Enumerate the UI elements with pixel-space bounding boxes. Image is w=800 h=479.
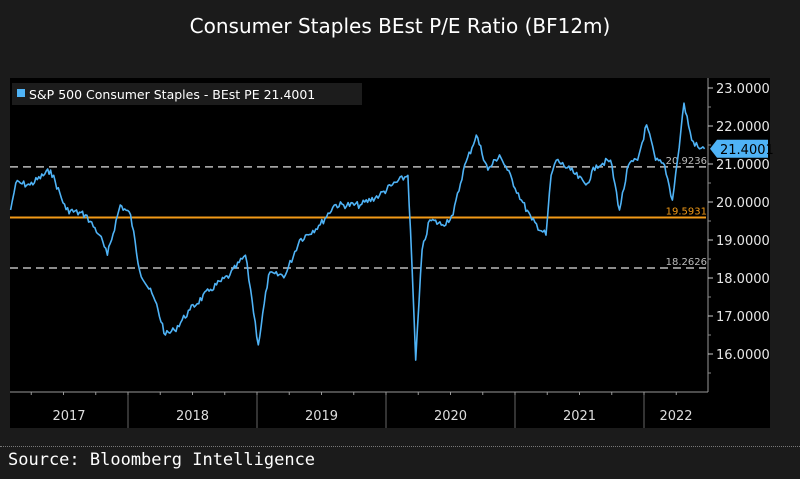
last-value-tag [710, 139, 768, 158]
reference-line-label: 20.9236 [666, 156, 707, 167]
y-tick-label: 17.0000 [716, 310, 770, 325]
y-tick-label: 18.0000 [716, 272, 770, 287]
chart-title: Consumer Staples BEst P/E Ratio (BF12m) [189, 14, 611, 38]
series-line [9, 102, 706, 361]
x-tick-label: 2022 [659, 409, 692, 424]
y-tick-label: 23.0000 [716, 82, 770, 97]
source-note: Source: Bloomberg Intelligence [8, 450, 316, 470]
y-tick-label: 16.0000 [716, 348, 770, 363]
y-axis-panel [708, 78, 770, 392]
x-tick-label: 2019 [305, 409, 338, 424]
y-tick-label: 22.0000 [716, 120, 770, 135]
plot-background [10, 78, 708, 392]
x-tick-label: 2017 [52, 409, 85, 424]
y-tick-label: 19.0000 [716, 234, 770, 249]
separator [0, 446, 800, 447]
reference-line-label: 18.2626 [666, 257, 707, 268]
x-tick-label: 2020 [434, 409, 467, 424]
x-tick-label: 2021 [563, 409, 596, 424]
legend: S&P 500 Consumer Staples - BEst PE 21.40… [12, 83, 362, 105]
x-tick-label: 2018 [176, 409, 209, 424]
legend-box [12, 83, 362, 105]
y-tick-label: 20.0000 [716, 196, 770, 211]
reference-line-label: 19.5931 [666, 206, 707, 217]
legend-label: S&P 500 Consumer Staples - BEst PE 21.40… [29, 87, 315, 102]
x-axis-panel [10, 392, 770, 428]
legend-swatch [17, 89, 25, 97]
chart-area: 23.0000 22.0000 21.0000 20.0000 19.0000 18.00… [9, 78, 774, 428]
last-value-label: 21.4001 [720, 143, 774, 158]
y-tick-label: 21.0000 [716, 158, 770, 173]
